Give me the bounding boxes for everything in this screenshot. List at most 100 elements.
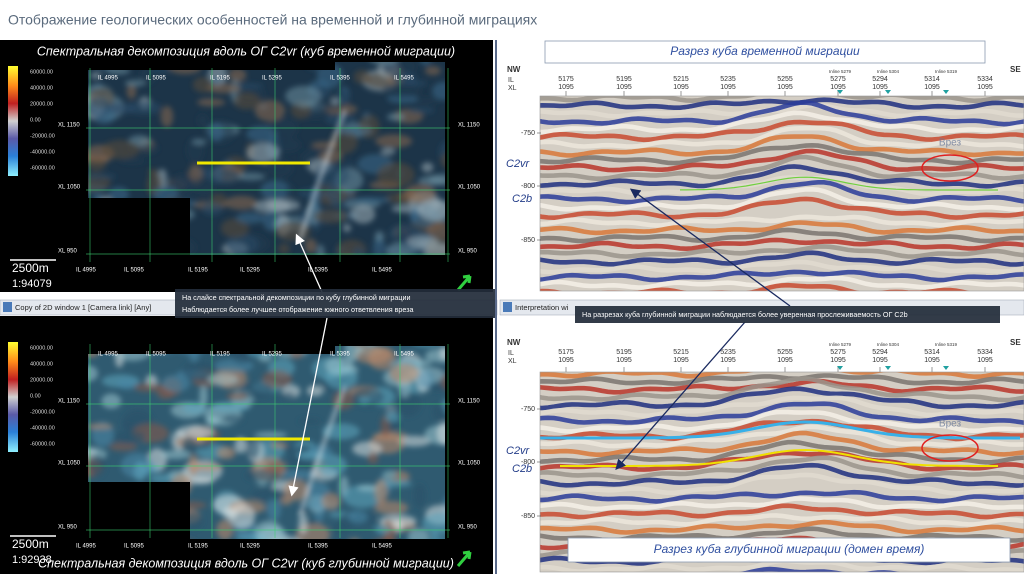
map-blob [321, 492, 341, 510]
row-label: IL [508, 77, 514, 84]
map-blob [407, 107, 435, 114]
il-label: IL 4995 [98, 76, 118, 82]
map-blob [432, 404, 445, 421]
annotation-text: На разрезах куба глубинной миграции набл… [582, 310, 908, 319]
feature-label: Врез [939, 138, 962, 149]
map-blob [353, 346, 392, 364]
map-blob [375, 134, 413, 148]
map-blob [350, 246, 367, 255]
map-blob [358, 396, 371, 405]
seismic-reflector [540, 373, 1024, 386]
seismic-reflector [540, 424, 1024, 449]
xl-label: XL 950 [58, 525, 77, 531]
seismic-reflector [738, 566, 901, 572]
column-il: 5175 [558, 349, 574, 356]
arrow [629, 188, 791, 307]
seismic-reflector [540, 275, 1024, 290]
map-blob [228, 68, 247, 82]
il-label: IL 5495 [394, 76, 414, 82]
il-label: IL 5295 [240, 544, 260, 550]
seismic-reflector [540, 214, 1024, 228]
column-il: 5294 [872, 349, 888, 356]
colorbar-label: 20000.00 [30, 101, 53, 107]
map-blob [108, 442, 138, 451]
map-blob [397, 435, 432, 447]
il-label: IL 5295 [240, 268, 260, 274]
column-il: 5334 [977, 349, 993, 356]
map-blob [305, 518, 317, 526]
il-label: IL 4995 [98, 352, 118, 358]
map-blob [209, 401, 250, 412]
seismic-reflector [540, 96, 1024, 104]
colorbar-label: 60000.00 [30, 69, 53, 75]
horizon-label: C2vr [506, 158, 531, 170]
il-label: IL 5395 [308, 544, 328, 550]
colorbar-label: 0.00 [30, 117, 41, 123]
map-blob [325, 356, 354, 376]
map-blob [273, 137, 301, 152]
map-blob [376, 162, 415, 188]
map-blob [314, 454, 347, 477]
column-il: 5275 [830, 349, 846, 356]
colorbar-label: -40000.00 [30, 149, 55, 155]
column-xl: 1095 [977, 357, 993, 364]
map-blob [236, 172, 266, 181]
map-blob [431, 81, 445, 101]
window-title: Copy of 2D window 1 [Camera link] [Any] [15, 303, 151, 312]
direction: SE [1010, 338, 1021, 347]
map-blob [226, 392, 248, 401]
seismic-reflector [540, 180, 1024, 205]
map-blob [413, 484, 426, 508]
inline-label: Inline 5279 [829, 69, 852, 74]
map-blob [417, 369, 434, 389]
north-arrow [456, 274, 472, 291]
window-icon [3, 302, 12, 312]
il-label: IL 5195 [210, 352, 230, 358]
seismic-reflector [540, 259, 1024, 275]
map-blob [172, 173, 194, 193]
map-blob [199, 385, 208, 408]
xl-label: XL 1150 [58, 399, 80, 405]
feature-outline [921, 434, 979, 462]
seismic-reflector [540, 196, 1024, 221]
scale-text: 2500m [12, 261, 49, 275]
row-label: XL [508, 358, 517, 365]
annotation-text: Наблюдается более лучшее отображение южн… [182, 305, 414, 314]
scale-ratio: 1:94079 [12, 278, 52, 290]
map-blob [348, 510, 368, 524]
map-blob [238, 382, 274, 399]
inline-marker [837, 366, 843, 370]
annotation-box [575, 306, 1000, 323]
map-blob [222, 413, 244, 424]
il-label: IL 4995 [76, 268, 96, 274]
il-label: IL 5095 [124, 544, 144, 550]
column-il: 5255 [777, 349, 793, 356]
map-blob [246, 125, 278, 142]
depth-label: -750 [521, 406, 535, 413]
map-blob [298, 513, 308, 535]
inline-marker [885, 366, 891, 370]
column-il: 5314 [924, 349, 940, 356]
column-xl: 1095 [872, 84, 888, 91]
map-blob [88, 173, 117, 180]
column-il: 5215 [673, 76, 689, 83]
column-xl: 1095 [558, 84, 574, 91]
map-blob [113, 430, 146, 444]
column-xl: 1095 [720, 84, 736, 91]
column-xl: 1095 [830, 357, 846, 364]
map-blob [120, 157, 145, 165]
map-blob [205, 83, 241, 94]
arrow [615, 321, 746, 470]
map-blob [298, 418, 322, 425]
horizon-label: C2vr [506, 445, 531, 457]
seismic-reflector [540, 125, 1024, 149]
seismic-reflector [540, 134, 1024, 158]
map-blob [101, 393, 122, 409]
row-label: IL [508, 350, 514, 357]
map-blob [389, 363, 419, 384]
column-xl: 1095 [720, 357, 736, 364]
map-blob [228, 503, 256, 529]
il-label: IL 5395 [308, 268, 328, 274]
xl-label: XL 1050 [458, 185, 481, 191]
caption-box [544, 40, 986, 64]
